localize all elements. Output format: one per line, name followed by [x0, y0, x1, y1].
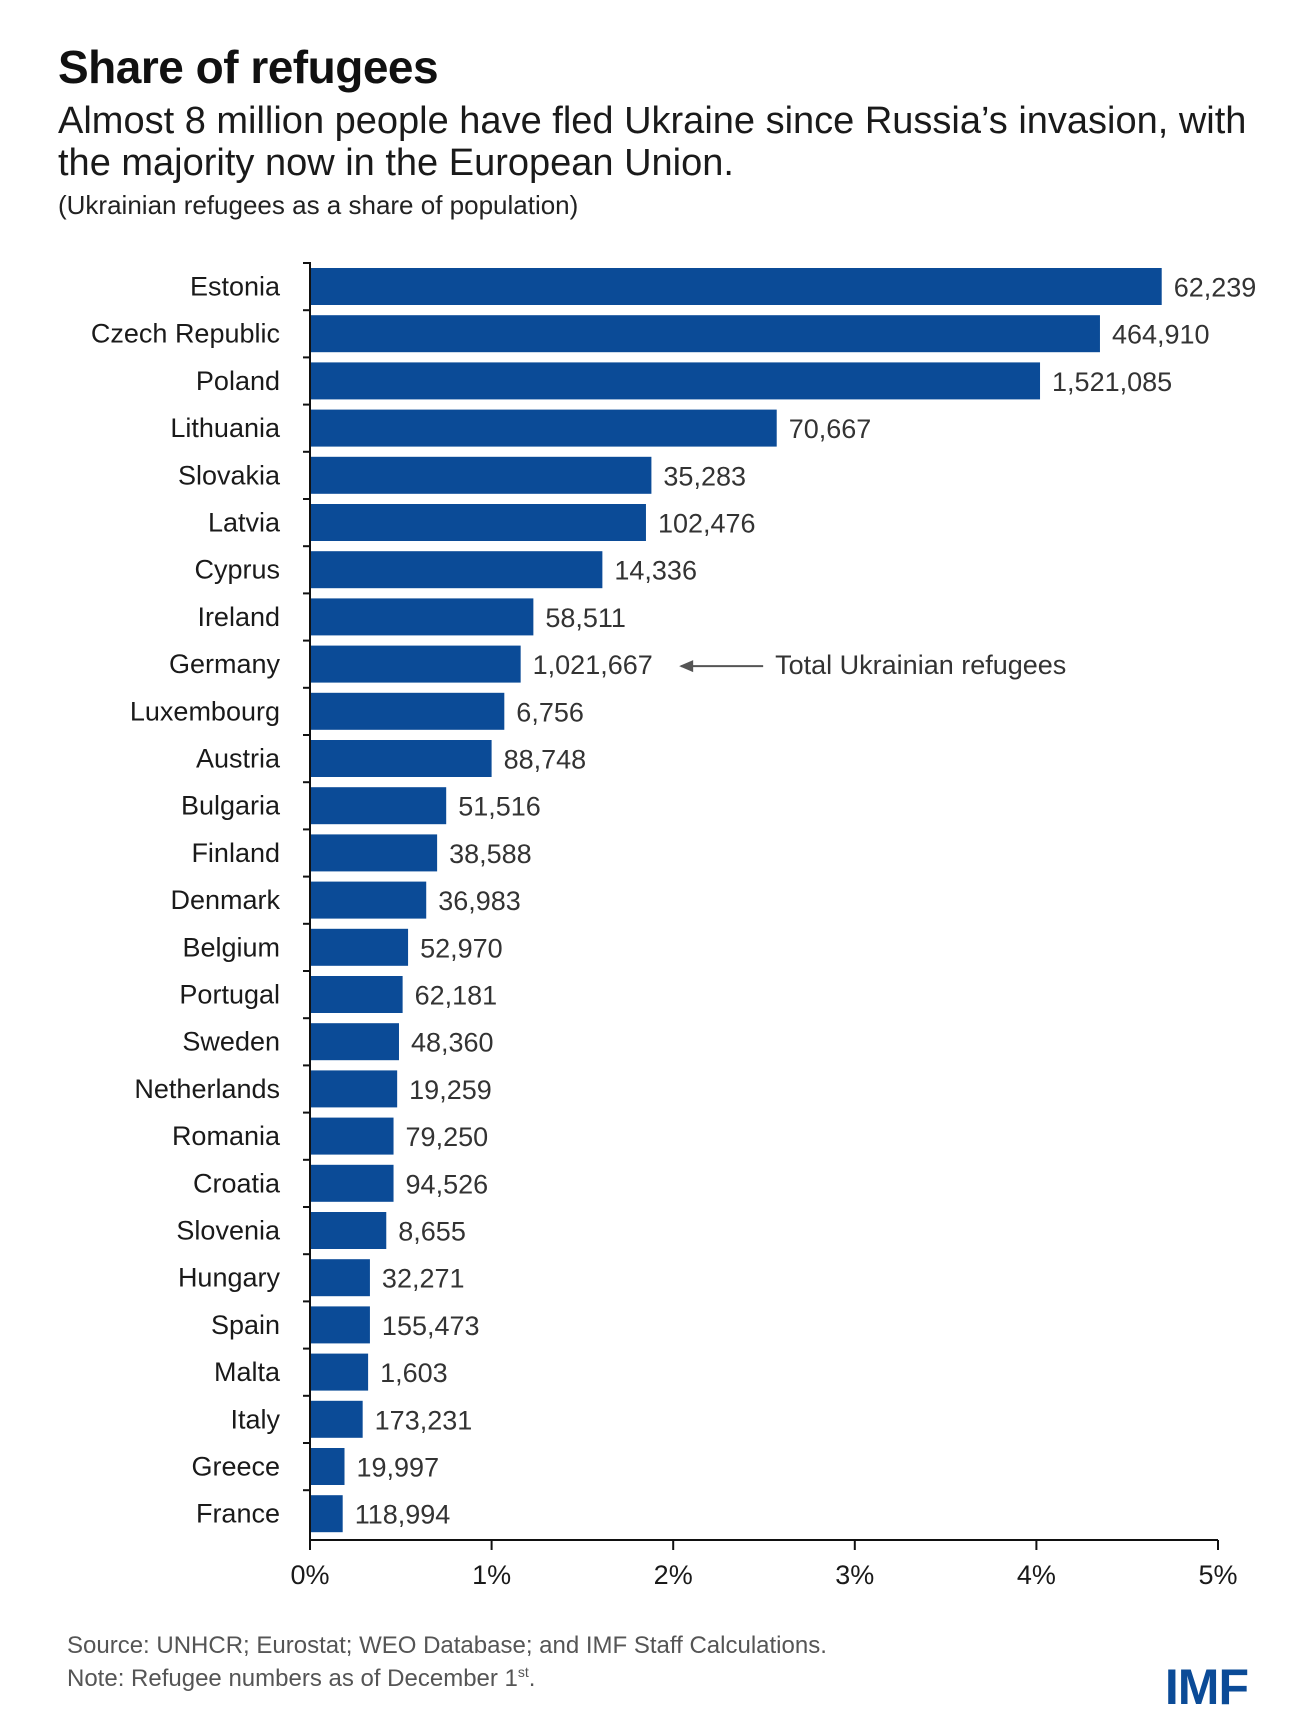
data-label-latvia: 102,476	[658, 509, 756, 539]
data-label-belgium: 52,970	[420, 933, 503, 963]
category-label-estonia: Estonia	[190, 272, 281, 302]
imf-logo: IMF	[1164, 1659, 1249, 1715]
bar-slovakia	[310, 456, 652, 494]
category-label-germany: Germany	[169, 649, 281, 679]
data-label-slovakia: 35,283	[663, 461, 746, 491]
bar-croatia	[310, 1164, 394, 1202]
bar-sweden	[310, 1023, 399, 1061]
data-label-germany: 1,021,667	[533, 650, 653, 680]
bar-poland	[310, 362, 1041, 400]
bar-cyprus	[310, 551, 603, 589]
bar-estonia	[310, 268, 1162, 305]
data-label-spain: 155,473	[382, 1311, 480, 1341]
category-label-croatia: Croatia	[193, 1168, 281, 1198]
bar-luxembourg	[310, 692, 505, 730]
date-note: Note: Refugee numbers as of December 1st…	[67, 1664, 535, 1693]
bar-bulgaria	[310, 787, 447, 825]
bar-chart: Estonia 62,239 Czech Republic 464,910 Poland…	[91, 262, 1257, 1590]
category-label-austria: Austria	[196, 744, 281, 774]
category-label-portugal: Portugal	[179, 980, 280, 1010]
data-label-malta: 1,603	[380, 1358, 448, 1388]
data-label-luxembourg: 6,756	[516, 697, 584, 727]
category-label-spain: Spain	[211, 1310, 280, 1340]
data-label-hungary: 32,271	[382, 1264, 465, 1294]
bar-czech-republic	[310, 315, 1100, 353]
bar-germany	[310, 645, 521, 683]
data-label-austria: 88,748	[504, 745, 587, 775]
category-label-france: France	[196, 1499, 280, 1529]
category-label-netherlands: Netherlands	[134, 1074, 280, 1104]
data-label-ireland: 58,511	[545, 603, 626, 633]
bar-lithuania	[310, 409, 777, 447]
bar-france	[310, 1495, 343, 1533]
x-tick-label-3: 3%	[835, 1560, 874, 1590]
category-label-romania: Romania	[172, 1121, 281, 1151]
bar-hungary	[310, 1259, 370, 1297]
source-note: Source: UNHCR; Eurostat; WEO Database; a…	[67, 1632, 827, 1659]
bar-greece	[310, 1448, 345, 1485]
data-label-bulgaria: 51,516	[458, 792, 541, 822]
x-tick-label-1: 1%	[472, 1560, 511, 1590]
unit-note: (Ukrainian refugees as a share of popula…	[58, 190, 579, 220]
bar-denmark	[310, 881, 427, 919]
data-label-lithuania: 70,667	[789, 414, 872, 444]
x-tick-label-2: 2%	[654, 1560, 693, 1590]
bar-belgium	[310, 928, 409, 966]
category-label-sweden: Sweden	[182, 1027, 280, 1057]
bar-slovenia	[310, 1212, 387, 1249]
category-label-malta: Malta	[214, 1357, 281, 1387]
data-label-romania: 79,250	[406, 1122, 489, 1152]
bar-finland	[310, 834, 438, 872]
annotation-text: Total Ukrainian refugees	[775, 650, 1066, 680]
chart-subtitle: Almost 8 million people have fled Ukrain…	[58, 100, 1247, 184]
category-label-cyprus: Cyprus	[194, 555, 280, 585]
annotation-arrow-head	[679, 660, 694, 673]
data-label-sweden: 48,360	[411, 1028, 494, 1058]
bar-italy	[310, 1400, 363, 1438]
data-label-greece: 19,997	[357, 1453, 440, 1483]
category-label-bulgaria: Bulgaria	[181, 791, 281, 821]
category-label-belgium: Belgium	[182, 932, 280, 962]
bar-ireland	[310, 598, 534, 636]
data-label-denmark: 36,983	[438, 886, 521, 916]
bar-spain	[310, 1306, 370, 1344]
data-label-finland: 38,588	[449, 839, 532, 869]
category-label-czech-republic: Czech Republic	[91, 319, 280, 349]
bar-austria	[310, 740, 492, 777]
bar-romania	[310, 1117, 394, 1155]
data-label-france: 118,994	[355, 1500, 451, 1530]
category-label-slovenia: Slovenia	[176, 1216, 281, 1246]
category-label-luxembourg: Luxembourg	[130, 696, 280, 726]
x-tick-label-5: 5%	[1198, 1560, 1237, 1590]
bar-latvia	[310, 504, 646, 541]
category-label-lithuania: Lithuania	[170, 413, 281, 443]
category-label-italy: Italy	[230, 1404, 280, 1434]
category-label-poland: Poland	[196, 366, 280, 396]
data-label-croatia: 94,526	[406, 1169, 489, 1199]
bar-malta	[310, 1353, 369, 1391]
x-tick-label-0: 0%	[290, 1560, 329, 1590]
category-label-greece: Greece	[191, 1452, 280, 1482]
date-note-end: .	[528, 1665, 536, 1692]
category-label-ireland: Ireland	[197, 602, 280, 632]
bar-netherlands	[310, 1070, 398, 1108]
chart-title: Share of refugees	[58, 41, 439, 93]
category-label-finland: Finland	[191, 838, 280, 868]
data-label-cyprus: 14,336	[614, 556, 697, 586]
data-label-estonia: 62,239	[1174, 273, 1257, 303]
category-label-denmark: Denmark	[170, 885, 280, 915]
category-label-latvia: Latvia	[208, 508, 281, 538]
data-label-italy: 173,231	[375, 1405, 473, 1435]
data-label-slovenia: 8,655	[398, 1217, 466, 1247]
data-label-poland: 1,521,085	[1052, 367, 1172, 397]
bar-portugal	[310, 976, 403, 1013]
data-label-portugal: 62,181	[415, 981, 498, 1011]
date-note-text: Note: Refugee numbers as of December 1	[67, 1665, 518, 1692]
data-label-czech-republic: 464,910	[1112, 320, 1210, 350]
category-label-slovakia: Slovakia	[178, 460, 281, 490]
data-label-netherlands: 19,259	[409, 1075, 492, 1105]
category-label-hungary: Hungary	[178, 1263, 281, 1293]
date-note-superscript: st	[517, 1664, 529, 1680]
x-tick-label-4: 4%	[1017, 1560, 1056, 1590]
